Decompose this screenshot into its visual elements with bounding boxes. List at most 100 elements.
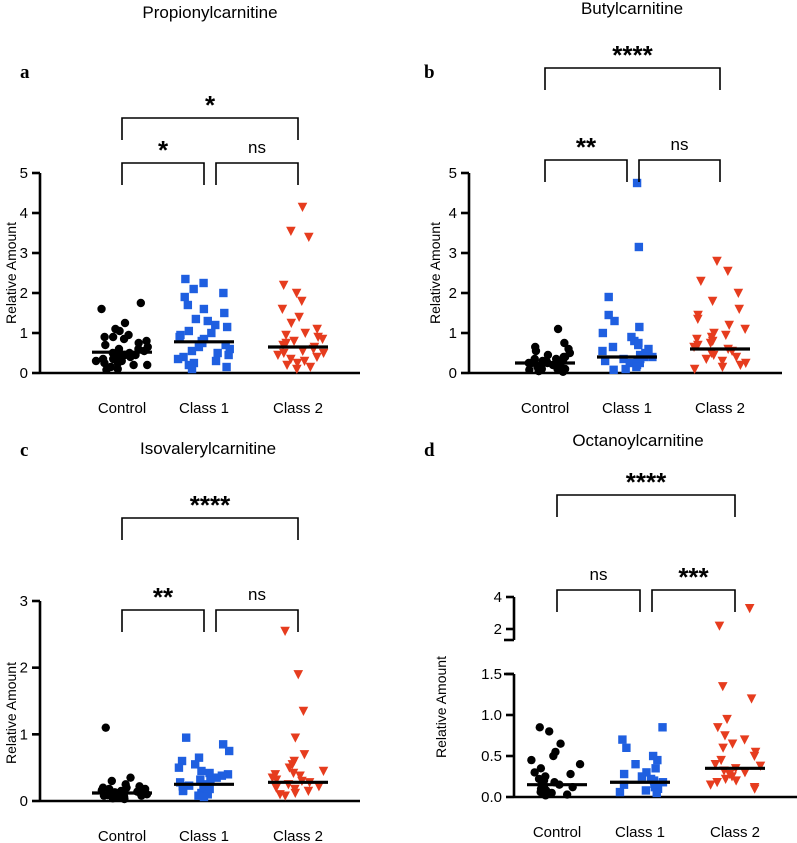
- data-point: [120, 318, 130, 328]
- data-point: [739, 735, 750, 745]
- data-point: [549, 751, 558, 761]
- data-point: [136, 298, 146, 308]
- data-point: [724, 320, 734, 330]
- data-point: [619, 780, 629, 789]
- data-point: [194, 753, 204, 762]
- data-point: [710, 760, 721, 770]
- data-point: [541, 791, 550, 800]
- y-tick-label: 0.5: [481, 748, 502, 765]
- data-point: [194, 342, 204, 352]
- data-point: [281, 330, 291, 340]
- significance-label: ns: [248, 138, 266, 157]
- data-point: [560, 338, 569, 348]
- data-point: [273, 350, 283, 360]
- x-tick-label: Class 2: [695, 400, 745, 417]
- data-point: [717, 356, 728, 366]
- y-tick-label: 0: [20, 365, 28, 382]
- data-point: [720, 774, 731, 784]
- data-point: [190, 760, 200, 769]
- data-point: [535, 723, 544, 732]
- data-point: [749, 784, 760, 794]
- data-point: [562, 790, 572, 799]
- data-point: [290, 733, 301, 743]
- data-point: [731, 776, 741, 786]
- panel-letter-d: d: [424, 440, 435, 461]
- data-point: [312, 324, 322, 334]
- y-tick-label: 0.0: [481, 789, 502, 806]
- data-point: [705, 780, 716, 790]
- x-tick-label: Class 1: [615, 824, 665, 841]
- significance-bracket: [121, 162, 205, 185]
- significance-bracket: [121, 117, 299, 140]
- data-point: [220, 308, 229, 318]
- significance-bracket: [556, 494, 736, 517]
- data-point: [284, 763, 295, 773]
- significance-bracket: [638, 159, 721, 182]
- data-point: [652, 788, 661, 798]
- data-point: [292, 364, 302, 374]
- data-point: [317, 334, 328, 344]
- data-point: [722, 714, 732, 725]
- data-point: [189, 358, 199, 368]
- data-point: [213, 348, 222, 358]
- data-point: [621, 364, 630, 374]
- data-point: [731, 352, 742, 362]
- data-point: [653, 755, 662, 765]
- data-point: [723, 266, 733, 276]
- data-point: [318, 766, 329, 776]
- data-point: [721, 330, 731, 340]
- data-point: [299, 750, 310, 760]
- data-point: [97, 304, 106, 314]
- data-point: [199, 792, 209, 802]
- data-point: [689, 364, 700, 374]
- significance-label: ****: [190, 490, 231, 520]
- significance-bracket: [215, 162, 299, 185]
- data-point: [634, 242, 644, 252]
- panel-title: Isovalerylcarnitine: [140, 439, 276, 458]
- data-point: [303, 786, 314, 796]
- data-point: [631, 760, 640, 769]
- data-point: [717, 362, 728, 372]
- significance-label: ***: [678, 562, 709, 592]
- data-point: [619, 769, 629, 779]
- data-point: [184, 326, 194, 336]
- y-axis-label: Relative Amount: [427, 222, 443, 324]
- y-tick-label: 1: [20, 726, 28, 743]
- data-point: [126, 773, 135, 782]
- data-point: [288, 768, 299, 778]
- data-point: [705, 338, 716, 348]
- y-tick-label: 2: [20, 285, 28, 302]
- data-point: [277, 304, 288, 314]
- data-point: [286, 354, 296, 364]
- data-point: [174, 763, 184, 772]
- data-point: [536, 764, 546, 773]
- data-point: [556, 739, 565, 748]
- data-point: [293, 670, 304, 680]
- data-point: [604, 310, 613, 320]
- data-point: [183, 300, 193, 310]
- data-point: [271, 783, 281, 793]
- significance-bracket: [121, 609, 205, 632]
- data-point: [173, 354, 183, 364]
- y-tick-label: 4: [20, 205, 28, 222]
- y-tick-label: 2: [20, 660, 28, 677]
- data-point: [622, 743, 631, 752]
- data-point: [527, 755, 536, 765]
- data-point: [223, 770, 233, 779]
- data-point: [718, 743, 728, 753]
- x-tick-label: Class 1: [179, 828, 229, 843]
- data-point: [205, 768, 214, 778]
- data-point: [609, 365, 618, 374]
- x-tick-label: Class 2: [710, 824, 760, 841]
- data-point: [219, 288, 228, 298]
- significance-label: **: [153, 582, 174, 612]
- data-point: [641, 786, 651, 795]
- significance-label: ns: [671, 135, 689, 154]
- data-point: [740, 768, 750, 778]
- data-point: [102, 365, 111, 374]
- data-point: [129, 360, 138, 370]
- data-point: [297, 202, 308, 212]
- data-point: [217, 771, 227, 780]
- significance-bracket: [651, 589, 736, 612]
- panel-title: Propionylcarnitine: [142, 3, 277, 22]
